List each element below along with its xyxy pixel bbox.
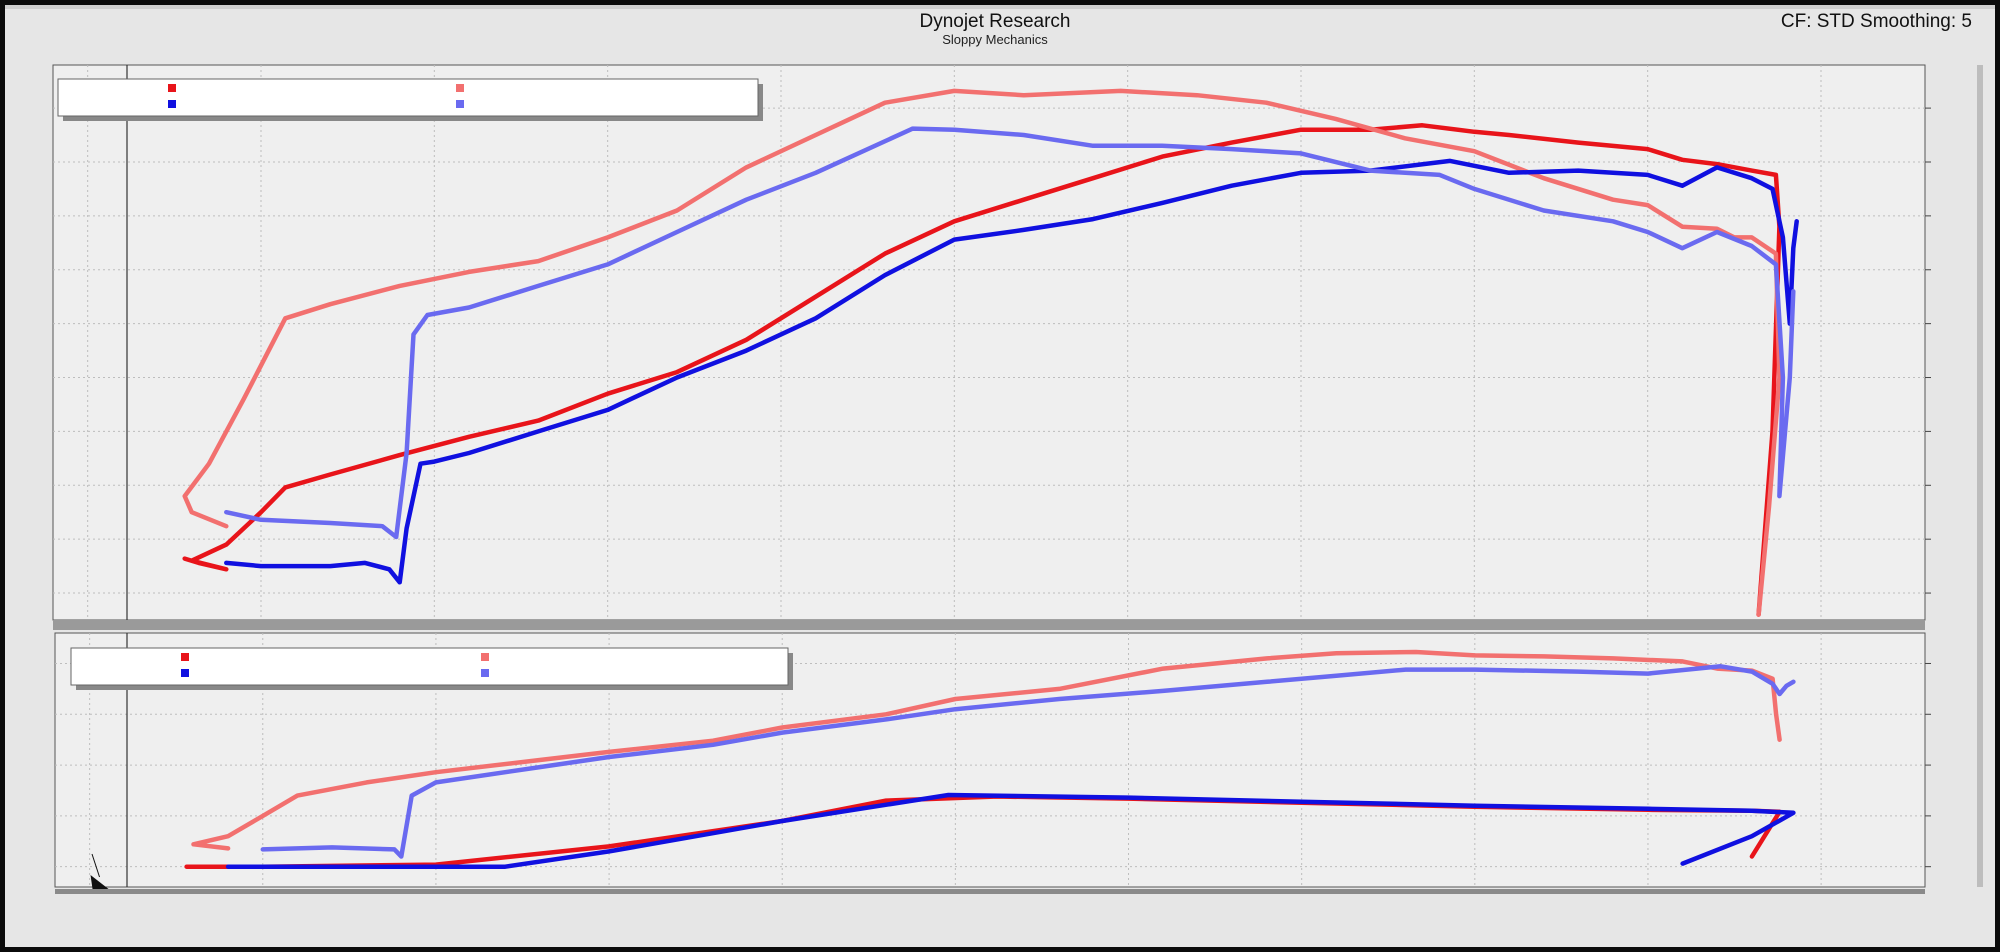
legend-swatch-b-0 [481,653,489,661]
correction-factor-label: CF: STD Smoothing: 5 [1781,11,1972,32]
dyno-window: Dynojet Research Sloppy Mechanics CF: ST… [5,5,1995,947]
chart-title: Dynojet Research [919,11,1070,32]
legend-swatch-a-1 [168,100,176,108]
series-line-3 [260,664,1796,859]
cursor-leader [91,853,100,878]
legend-box [57,78,759,117]
legend-swatch-a-0 [181,653,189,661]
chart-subtitle: Sloppy Mechanics [942,32,1048,47]
panel-divider [53,620,1925,630]
power-torque-panel [52,64,1931,621]
boost-panel [54,632,1931,888]
series-line-0 [182,123,1782,617]
legend-swatch-b-1 [481,669,489,677]
power-torque-plot-area [52,64,1926,621]
legend-swatch-b-0 [456,84,464,92]
legend-box [70,647,789,686]
window-top-strip [5,5,1995,9]
x-axis-bar [55,889,1925,894]
cursor-arrow-icon [90,875,109,889]
legend-swatch-b-1 [456,100,464,108]
series-line-2 [225,792,1796,869]
legend-swatch-a-0 [168,84,176,92]
series-line-2 [224,158,1799,585]
dyno-chart: Dynojet Research Sloppy Mechanics CF: ST… [52,11,1983,894]
series-line-3 [224,126,1796,540]
legend-swatch-a-1 [181,669,189,677]
right-edge-strip [1977,65,1983,887]
